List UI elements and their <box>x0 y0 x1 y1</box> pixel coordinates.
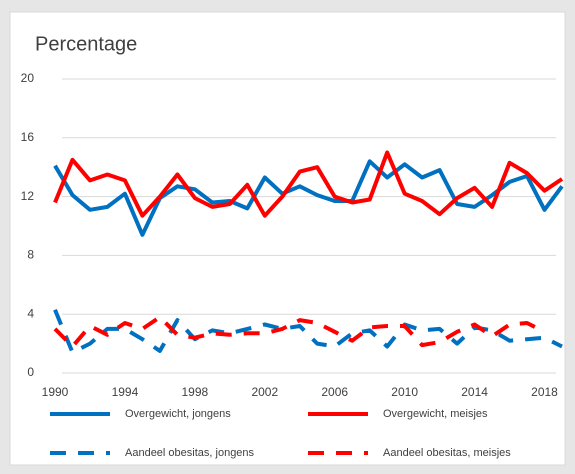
chart-area <box>9 11 566 466</box>
x-tick-label: 1994 <box>112 385 139 399</box>
legend-label: Aandeel obesitas, meisjes <box>383 447 511 459</box>
chart-title: Percentage <box>35 33 137 55</box>
x-tick-label: 1990 <box>42 385 69 399</box>
x-tick-label: 2010 <box>391 385 418 399</box>
data-line <box>53 315 546 349</box>
y-tick-label: 0 <box>27 365 34 379</box>
y-tick-label: 12 <box>21 189 35 203</box>
x-tick-label: 2018 <box>531 385 558 399</box>
x-tick-label: 1998 <box>182 385 209 399</box>
y-tick-label: 20 <box>21 71 35 85</box>
legend-label: Overgewicht, meisjes <box>383 408 488 420</box>
data-line <box>53 150 564 218</box>
y-tick-label: 4 <box>27 306 34 320</box>
data-line <box>53 159 564 237</box>
legend-label: Overgewicht, jongens <box>125 408 231 420</box>
x-tick-label: 2006 <box>321 385 348 399</box>
legend-label: Aandeel obesitas, jongens <box>125 447 255 459</box>
x-tick-label: 2014 <box>461 385 488 399</box>
y-tick-label: 8 <box>27 248 34 262</box>
y-tick-label: 16 <box>21 130 35 144</box>
x-tick-label: 2002 <box>251 385 278 399</box>
